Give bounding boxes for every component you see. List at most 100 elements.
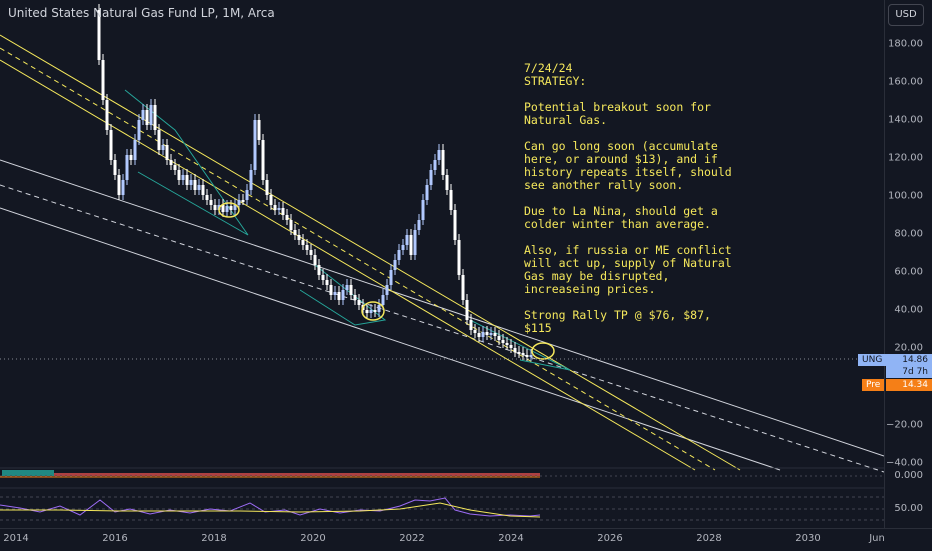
candle <box>441 150 445 175</box>
candle <box>193 180 197 190</box>
currency-button[interactable]: USD <box>888 4 924 26</box>
candle <box>293 230 297 235</box>
candle <box>357 300 361 305</box>
volume-histogram <box>2 470 540 476</box>
time-tick: 2016 <box>102 533 128 544</box>
time-tick: Jun <box>869 533 885 544</box>
candle <box>437 150 441 160</box>
price-tick: 80.00 <box>894 228 923 240</box>
candle <box>197 185 201 190</box>
strategy-annotation[interactable]: 7/24/24 STRATEGY: Potential breakout soo… <box>524 62 734 348</box>
candle <box>445 175 449 190</box>
annotation-paragraph-5: Strong Rally TP @ $76, $87, $115 <box>524 308 711 335</box>
annotation-paragraph-2: Can go long soon (accumulate here, or ar… <box>524 139 732 192</box>
highlight-circle-1 <box>218 202 240 218</box>
price-tick: 20.00 <box>894 342 923 354</box>
time-tick: 2022 <box>399 533 425 544</box>
candle <box>509 345 513 348</box>
candle <box>145 110 149 125</box>
time-axis[interactable]: 2014 2016 2018 2020 2022 2024 2026 2028 … <box>0 528 932 551</box>
candle <box>413 230 417 255</box>
candle <box>469 320 473 330</box>
candle <box>501 340 505 343</box>
price-tick: 120.00 <box>888 152 923 164</box>
candle <box>161 145 165 150</box>
candle <box>521 353 525 355</box>
pane1-value: 0.000 <box>894 470 923 481</box>
candle <box>109 130 113 160</box>
trend-mid-line <box>0 47 716 471</box>
candle <box>473 330 477 333</box>
candle <box>365 310 369 313</box>
candle <box>333 292 337 295</box>
candle <box>313 255 317 265</box>
annotation-date: 7/24/24 <box>524 61 573 75</box>
candle <box>257 120 261 140</box>
candle <box>485 332 489 335</box>
price-chart[interactable] <box>0 0 884 528</box>
candle <box>225 206 229 212</box>
candle <box>497 336 501 340</box>
candle <box>461 275 465 300</box>
candle <box>369 310 373 313</box>
candle <box>181 175 185 180</box>
channel-lower-line <box>0 207 781 471</box>
candle <box>429 170 433 185</box>
highlight-circle-3 <box>531 342 555 360</box>
time-tick: 2018 <box>201 533 227 544</box>
time-tick: 2020 <box>300 533 326 544</box>
candle <box>221 205 225 212</box>
candle <box>245 190 249 200</box>
candle <box>301 240 305 245</box>
price-tick: 60.00 <box>894 266 923 278</box>
trend-lower-line <box>0 59 696 471</box>
candle <box>205 195 209 200</box>
candle <box>229 206 233 210</box>
candle <box>481 332 485 337</box>
candle <box>133 140 137 160</box>
candle <box>125 155 129 180</box>
candle <box>149 105 153 125</box>
candle <box>325 280 329 285</box>
candle <box>157 130 161 150</box>
candle <box>433 160 437 170</box>
candle <box>129 155 133 160</box>
time-tick: 2014 <box>3 533 29 544</box>
price-tick: 160.00 <box>888 76 923 88</box>
candle <box>261 140 265 180</box>
candle-series <box>97 4 533 361</box>
pre-label-tag: Pre <box>862 379 885 391</box>
candle <box>253 120 257 170</box>
price-axis[interactable]: 180.00 160.00 140.00 120.00 100.00 80.00… <box>884 0 932 528</box>
candle <box>117 175 121 195</box>
candle <box>233 205 237 210</box>
candle <box>121 180 125 195</box>
time-tick: 2026 <box>597 533 623 544</box>
candle <box>321 275 325 280</box>
candle <box>389 270 393 285</box>
candle <box>281 208 285 215</box>
candle <box>201 185 205 195</box>
time-tick: 2030 <box>795 533 821 544</box>
candle <box>493 333 497 336</box>
symbol-tag: UNG <box>858 354 887 366</box>
candle <box>273 205 277 210</box>
last-price-tag: 14.86 <box>886 354 932 366</box>
candle <box>409 235 413 255</box>
candle <box>169 160 173 165</box>
candle <box>97 10 101 60</box>
candle <box>249 170 253 190</box>
candle <box>213 205 217 210</box>
candle <box>345 285 349 290</box>
candle <box>289 220 293 230</box>
pre-price-tag: 14.34 <box>886 379 932 391</box>
price-tick: −40.00 <box>885 457 923 469</box>
candle <box>349 285 353 295</box>
candle <box>489 333 493 335</box>
chart-title: United States Natural Gas Fund LP, 1M, A… <box>8 6 275 20</box>
countdown-tag: 7d 7h <box>886 366 932 378</box>
candle <box>285 215 289 220</box>
price-tick: 100.00 <box>888 190 923 202</box>
candle <box>185 175 189 185</box>
candle <box>385 285 389 295</box>
